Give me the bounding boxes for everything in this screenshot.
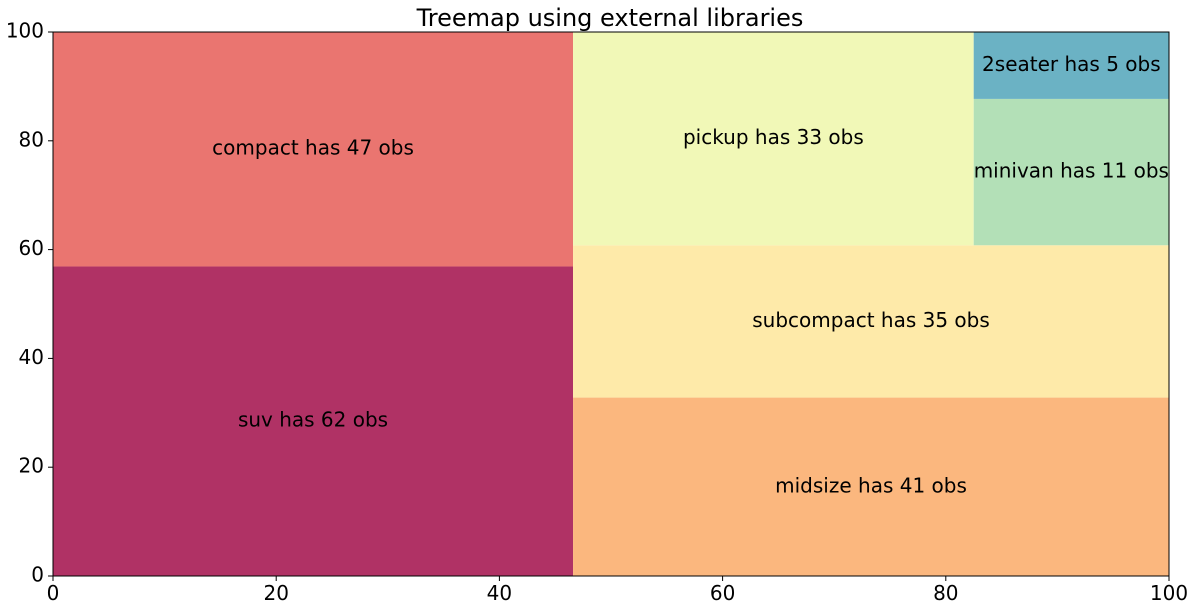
treemap-cell-midsize [573, 397, 1169, 576]
treemap-label-subcompact: subcompact has 35 obs [752, 308, 990, 332]
chart-title: Treemap using external libraries [416, 4, 804, 32]
y-tick-label: 60 [19, 236, 44, 260]
x-tick-label: 40 [487, 581, 512, 605]
x-tick-label: 20 [263, 581, 288, 605]
plot-frame [52, 31, 1170, 577]
treemap-label-midsize: midsize has 41 obs [775, 473, 967, 497]
treemap-label-compact: compact has 47 obs [212, 136, 414, 160]
treemap-label-minivan: minivan has 11 obs [974, 159, 1169, 183]
treemap-label-pickup: pickup has 33 obs [683, 125, 864, 149]
y-tick-label: 40 [19, 345, 44, 369]
treemap-label-suv: suv has 62 obs [238, 408, 388, 432]
y-tick-label: 80 [19, 127, 44, 151]
y-tick-label: 0 [31, 563, 44, 587]
treemap-label-2seater: 2seater has 5 obs [982, 52, 1161, 76]
x-tick-label: 80 [933, 581, 958, 605]
y-tick-label: 100 [6, 19, 44, 43]
x-tick-label: 60 [710, 581, 735, 605]
treemap-cell-suv [53, 266, 574, 576]
treemap-cell-subcompact [573, 245, 1169, 398]
y-tick-label: 20 [19, 454, 44, 478]
x-tick-label: 100 [1150, 581, 1188, 605]
x-tick-label: 0 [47, 581, 60, 605]
cells-layer: suv has 62 obs compact has 47 obs midsize … [53, 32, 1169, 576]
treemap-cell-pickup [573, 32, 974, 246]
treemap-cell-2seater [973, 32, 1169, 99]
treemap-cell-compact [53, 32, 574, 267]
axes-layer: 0 20 40 60 80 100 0 20 40 60 80 100 [6, 19, 1188, 606]
treemap-cell-minivan [973, 98, 1169, 246]
